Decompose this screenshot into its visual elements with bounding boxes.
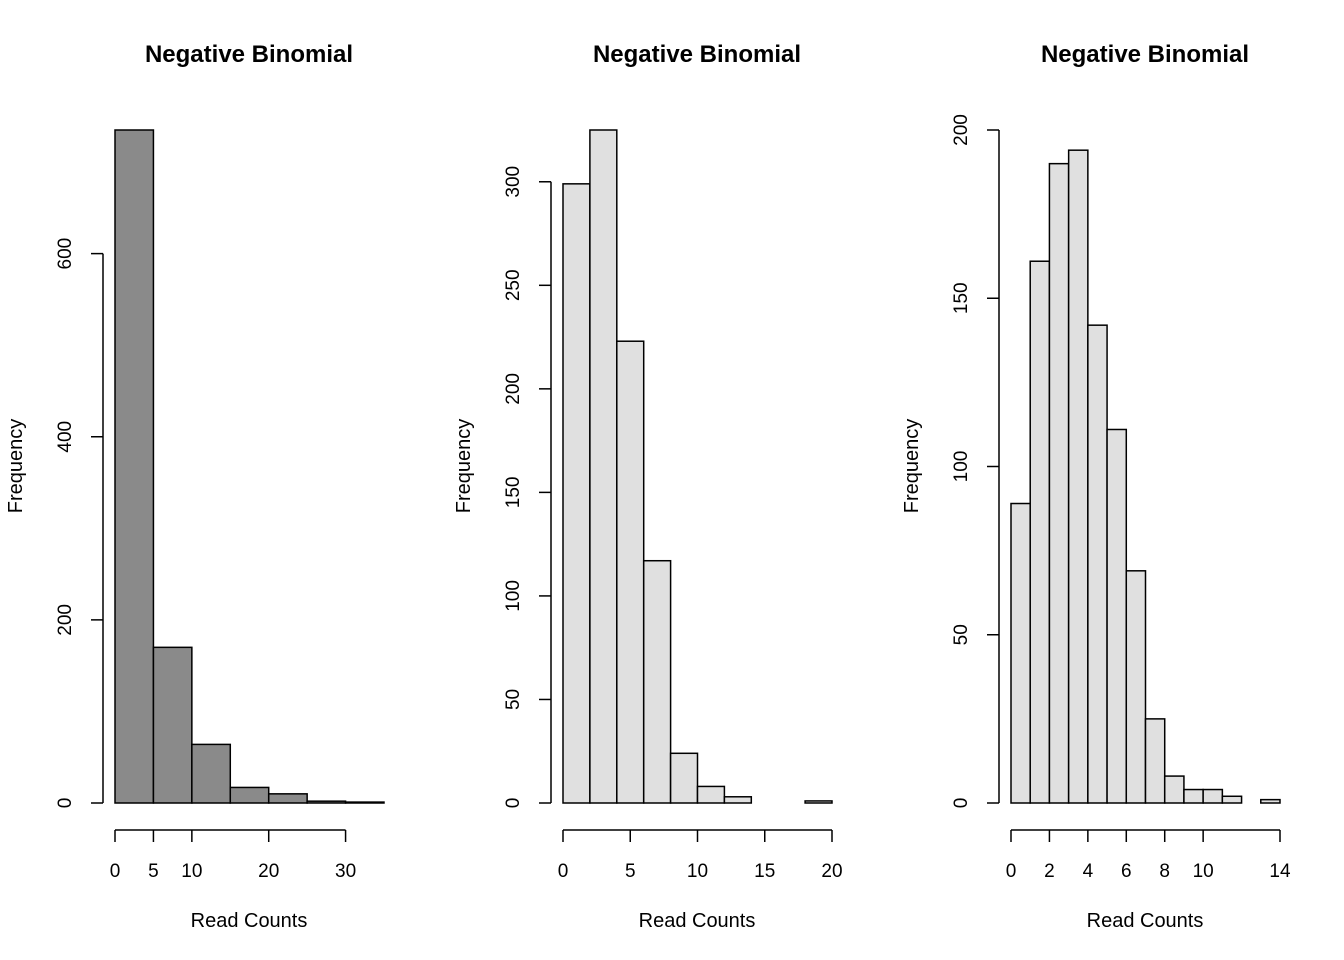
histogram-bar [1010, 502, 1031, 804]
histogram-bar [191, 743, 232, 804]
y-tick-label: 200 [55, 604, 76, 636]
histogram-bar [562, 183, 591, 804]
histogram-bar [589, 129, 618, 804]
histogram-bar [669, 752, 699, 804]
histogram-bar [1087, 324, 1108, 804]
y-tick-label: 0 [951, 798, 972, 809]
histogram-bar [804, 800, 833, 804]
y-axis-label: Frequency [5, 419, 27, 514]
y-tick-label: 50 [503, 689, 524, 710]
histogram-bar [1221, 795, 1243, 804]
x-tick-label: 30 [335, 861, 356, 882]
histogram-bar [229, 786, 270, 804]
x-tick-label: 6 [1121, 861, 1132, 882]
histogram-bar [267, 793, 308, 804]
histogram-bar [114, 129, 155, 804]
histogram-bar [723, 796, 753, 804]
y-tick-label: 150 [951, 282, 972, 314]
histogram-bar [1048, 162, 1070, 804]
histogram-panel-3: Negative Binomial 0 50 100 150 200 0 2 4 6 8 10 14 Re… [901, 41, 1291, 932]
y-tick-label: 100 [951, 451, 972, 483]
histogram-bar [1125, 570, 1147, 804]
x-tick-label: 10 [687, 861, 708, 882]
y-tick-label: 0 [55, 798, 76, 809]
histogram-bar [1029, 260, 1051, 804]
y-tick-label: 0 [503, 798, 524, 809]
y-tick-label: 600 [55, 238, 76, 270]
histogram-panel-2: Negative Binomial 0 50 100 150 200 250 300 0 5 10 1… [453, 41, 843, 932]
x-tick-label: 0 [110, 861, 121, 882]
y-axis-label: Frequency [453, 419, 475, 514]
histogram-bar [696, 785, 726, 804]
y-axis-label: Frequency [901, 419, 923, 514]
histogram-bar [1163, 775, 1185, 804]
histogram-bar [152, 646, 193, 804]
y-tick-label: 250 [503, 269, 524, 301]
chart-title: Negative Binomial [1041, 41, 1249, 68]
x-axis-label: Read Counts [191, 910, 308, 932]
x-tick-label: 20 [821, 861, 842, 882]
y-tick-label: 200 [503, 373, 524, 405]
histogram-bar [344, 801, 385, 804]
x-axis-label: Read Counts [639, 910, 756, 932]
y-tick-label: 150 [503, 477, 524, 509]
x-tick-label: 10 [1193, 861, 1214, 882]
y-tick-label: 100 [503, 580, 524, 612]
y-tick-label: 200 [951, 114, 972, 146]
histogram-bar [642, 559, 672, 804]
x-tick-label: 14 [1269, 861, 1291, 882]
histogram-bar [1144, 718, 1166, 804]
histogram-bar [616, 340, 645, 804]
x-axis-label: Read Counts [1087, 910, 1204, 932]
histogram-bar [1202, 788, 1224, 804]
histogram-bar [1183, 788, 1204, 804]
x-tick-label: 15 [754, 861, 775, 882]
x-tick-label: 10 [181, 861, 202, 882]
y-tick-label: 400 [55, 421, 76, 453]
x-tick-label: 2 [1044, 861, 1055, 882]
x-tick-label: 0 [1006, 861, 1017, 882]
histogram-panel-1: Negative Binomial 0 200 400 600 0 5 10 20 30 Read … [5, 41, 385, 932]
y-tick-label: 300 [503, 166, 524, 198]
x-tick-label: 5 [625, 861, 636, 882]
chart-title: Negative Binomial [145, 41, 353, 68]
histogram-bar [1106, 428, 1128, 804]
x-tick-label: 5 [148, 861, 159, 882]
histogram-bar [1260, 798, 1281, 804]
chart-title: Negative Binomial [593, 41, 801, 68]
y-tick-label: 50 [951, 624, 972, 645]
x-tick-label: 0 [558, 861, 569, 882]
histogram-bar [306, 800, 347, 804]
x-tick-label: 8 [1159, 861, 1170, 882]
x-tick-label: 4 [1083, 861, 1094, 882]
histogram-bar [1067, 149, 1089, 804]
x-tick-label: 20 [258, 861, 279, 882]
